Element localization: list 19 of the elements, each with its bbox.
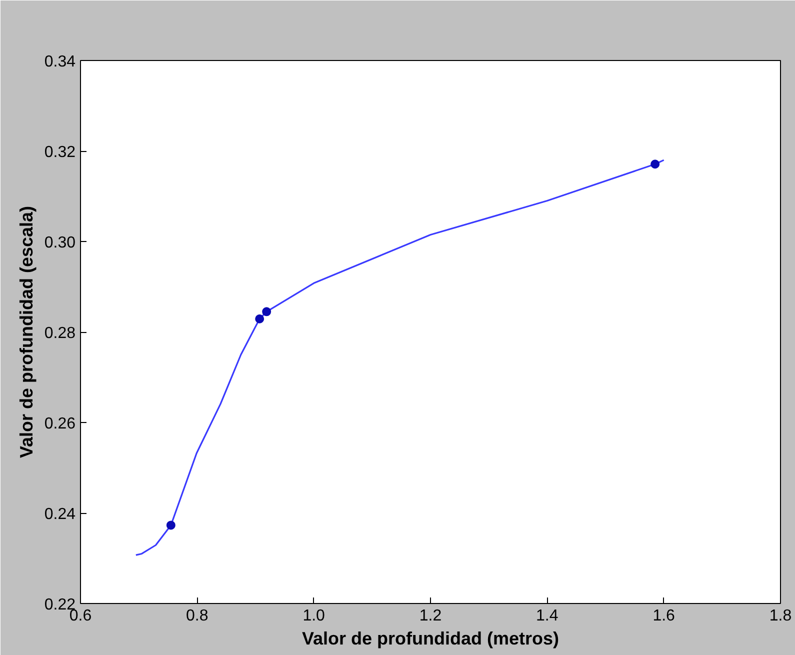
x-tick-label: 1.0 xyxy=(302,608,326,624)
x-tick-label: 1.6 xyxy=(652,608,676,624)
point xyxy=(650,160,660,169)
y-tick-label: 0.28 xyxy=(44,325,76,342)
line-series xyxy=(135,159,665,556)
x-axis-title: Valor de profundidad (metros) xyxy=(302,628,560,648)
y-tick-label: 0.24 xyxy=(44,506,76,523)
y-tick-label: 0.26 xyxy=(44,416,76,432)
point xyxy=(166,520,176,530)
y-tick-label: 0.30 xyxy=(44,234,76,252)
y-tick-label: 0.34 xyxy=(44,54,76,70)
y-tick-label: 0.32 xyxy=(44,144,76,161)
x-tick-label: 1.8 xyxy=(769,608,792,624)
point xyxy=(262,307,272,316)
x-tick-label: 0.8 xyxy=(186,608,208,624)
x-tick-label: 1.4 xyxy=(536,608,558,624)
y-axis-title: Valor de profundidad (escala) xyxy=(16,206,36,458)
point xyxy=(255,314,264,324)
x-tick-label: 1.2 xyxy=(419,608,442,624)
